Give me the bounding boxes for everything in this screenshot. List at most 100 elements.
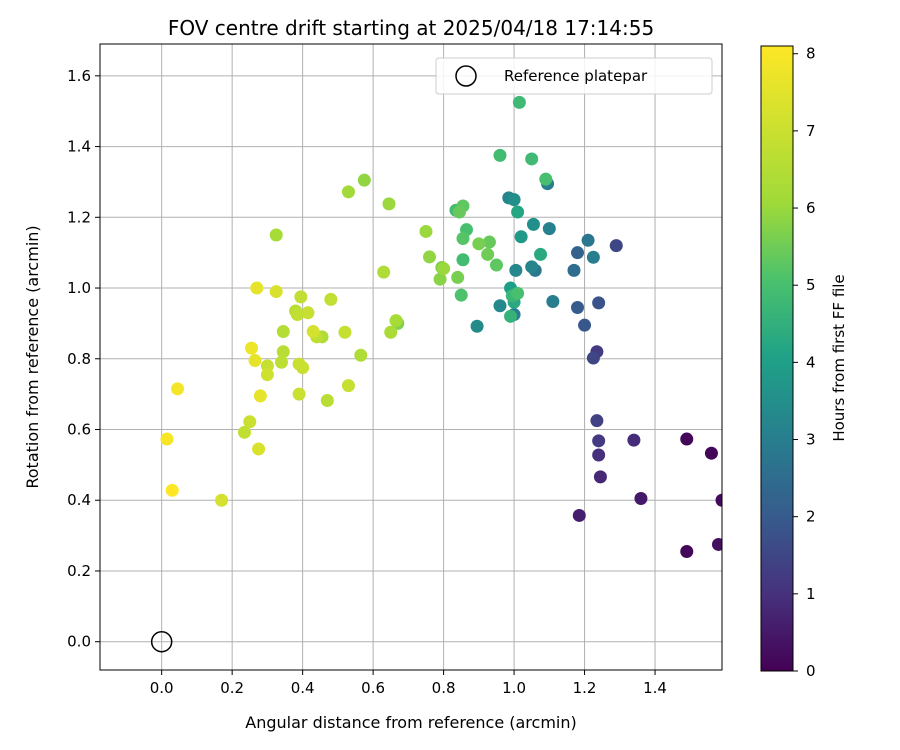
data-point xyxy=(160,432,174,446)
data-point xyxy=(250,281,264,295)
colorbar-tick-label: 3 xyxy=(806,431,816,449)
data-point xyxy=(389,314,403,328)
data-point xyxy=(437,262,451,276)
data-point xyxy=(590,414,604,428)
colorbar-gradient xyxy=(760,45,794,672)
y-tick-label: 0.2 xyxy=(67,562,91,580)
data-point xyxy=(489,258,503,272)
colorbar-tick-label: 0 xyxy=(806,662,816,680)
data-point xyxy=(539,172,553,186)
data-point xyxy=(525,260,539,274)
legend-label: Reference platepar xyxy=(504,67,648,85)
data-point xyxy=(493,148,507,162)
data-point xyxy=(338,325,352,339)
y-tick-label: 0.8 xyxy=(67,350,91,368)
data-point xyxy=(165,483,179,497)
x-tick-label: 1.4 xyxy=(643,679,667,697)
data-point xyxy=(586,250,600,264)
data-point xyxy=(512,95,526,109)
data-point xyxy=(384,325,398,339)
data-point xyxy=(572,508,586,522)
grid-lines xyxy=(100,44,722,670)
data-point xyxy=(253,389,267,403)
data-point xyxy=(276,325,290,339)
x-axis-ticks: 0.0 0.2 0.4 0.6 0.8 1.0 1.2 1.4 xyxy=(150,670,667,697)
data-point xyxy=(290,308,304,322)
data-point xyxy=(704,446,718,460)
data-point xyxy=(542,222,556,236)
data-point xyxy=(507,193,521,207)
x-tick-label: 0.8 xyxy=(432,679,456,697)
data-point xyxy=(419,224,433,238)
data-point xyxy=(470,319,484,333)
data-point xyxy=(593,470,607,484)
data-point xyxy=(571,246,585,260)
data-point xyxy=(481,247,495,261)
colorbar-tick-label: 8 xyxy=(806,45,816,63)
data-point xyxy=(680,545,694,559)
x-tick-label: 1.0 xyxy=(502,679,526,697)
colorbar-ticks: 0 1 2 3 4 5 6 7 8 xyxy=(793,45,816,680)
data-point xyxy=(567,263,581,277)
data-point xyxy=(472,237,486,251)
data-point xyxy=(269,285,283,299)
data-point xyxy=(578,318,592,332)
colorbar-tick-label: 7 xyxy=(806,122,816,140)
legend-box xyxy=(435,57,713,95)
data-point xyxy=(525,152,539,166)
data-point xyxy=(292,387,306,401)
data-point xyxy=(482,235,496,249)
data-point xyxy=(592,448,606,462)
data-point xyxy=(301,306,315,320)
data-point xyxy=(320,394,334,408)
y-tick-label: 0.6 xyxy=(67,421,91,439)
colorbar: 0 1 2 3 4 5 6 7 8 Hours from first FF file xyxy=(760,45,848,680)
data-point xyxy=(171,382,185,396)
data-point xyxy=(586,351,600,365)
colorbar-tick-label: 2 xyxy=(806,508,816,526)
y-tick-label: 1.6 xyxy=(67,67,91,85)
y-axis-ticks: 0.0 0.2 0.4 0.6 0.8 1.0 1.2 1.4 1.6 xyxy=(67,67,100,651)
data-point xyxy=(546,294,560,308)
data-point xyxy=(451,270,465,284)
colorbar-tick-label: 1 xyxy=(806,585,816,603)
data-point xyxy=(248,354,262,368)
y-axis-label: Rotation from reference (arcmin) xyxy=(23,225,42,488)
data-point xyxy=(592,434,606,448)
data-point xyxy=(382,197,396,211)
data-point xyxy=(274,355,288,369)
data-point xyxy=(269,228,283,242)
data-point xyxy=(715,493,722,507)
colorbar-tick-label: 4 xyxy=(806,353,816,371)
data-point xyxy=(237,425,251,439)
data-point xyxy=(306,325,320,339)
data-point xyxy=(357,173,371,187)
data-point xyxy=(324,292,338,306)
data-point xyxy=(341,185,355,199)
y-tick-label: 1.4 xyxy=(67,138,91,156)
data-point xyxy=(514,230,528,244)
chart-title: FOV centre drift starting at 2025/04/18 … xyxy=(168,16,654,40)
data-point xyxy=(260,368,274,382)
data-point xyxy=(452,205,466,219)
colorbar-tick-label: 6 xyxy=(806,199,816,217)
colorbar-label: Hours from first FF file xyxy=(830,274,848,441)
data-point xyxy=(504,309,518,323)
data-point xyxy=(493,299,507,313)
data-point xyxy=(243,415,257,429)
data-point xyxy=(456,253,470,267)
data-point xyxy=(252,442,266,456)
x-tick-label: 0.2 xyxy=(220,679,244,697)
plot-frame xyxy=(99,43,723,671)
reference-marker xyxy=(150,630,173,653)
data-point xyxy=(456,232,470,246)
data-point xyxy=(377,265,391,279)
data-point xyxy=(276,345,290,359)
data-point xyxy=(592,296,606,310)
x-tick-label: 1.2 xyxy=(573,679,597,697)
data-point xyxy=(511,286,525,300)
data-point xyxy=(423,250,437,264)
data-point xyxy=(711,537,722,551)
data-point xyxy=(634,491,648,505)
